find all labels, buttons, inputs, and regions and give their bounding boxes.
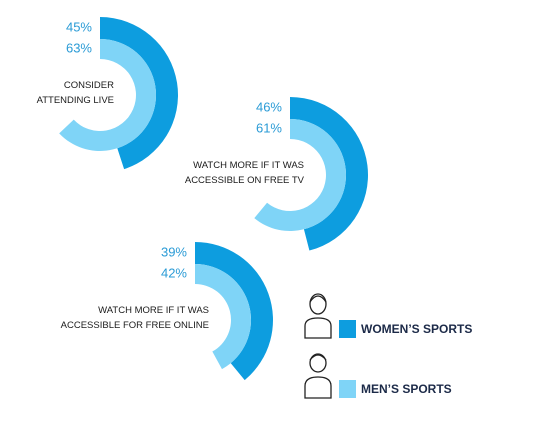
value-label: 42% bbox=[161, 265, 187, 280]
radial-bar bbox=[59, 39, 157, 151]
radial-bar bbox=[254, 119, 346, 231]
legend-label: MEN’S SPORTS bbox=[361, 382, 452, 396]
category-label: WATCH MORE IF IT WAS ACCESSIBLE ON FREE T… bbox=[185, 160, 305, 186]
value-label: 45% bbox=[66, 19, 92, 34]
legend-label: WOMEN’S SPORTS bbox=[361, 322, 472, 336]
radial-bar bbox=[290, 97, 369, 251]
man-icon bbox=[304, 353, 332, 399]
radial-bar bbox=[100, 17, 178, 170]
woman-icon bbox=[304, 293, 332, 339]
radial-bar bbox=[195, 242, 273, 381]
value-label: 61% bbox=[256, 120, 282, 135]
value-label: 46% bbox=[256, 99, 282, 114]
value-label: 39% bbox=[161, 244, 187, 259]
radial-bar bbox=[195, 264, 252, 370]
category-label: WATCH MORE IF IT WAS ACCESSIBLE FOR FREE … bbox=[61, 305, 209, 331]
legend-swatch bbox=[339, 380, 356, 398]
category-label: CONSIDER ATTENDING LIVE bbox=[37, 80, 115, 106]
value-label: 63% bbox=[66, 40, 92, 55]
legend-swatch bbox=[339, 320, 356, 338]
